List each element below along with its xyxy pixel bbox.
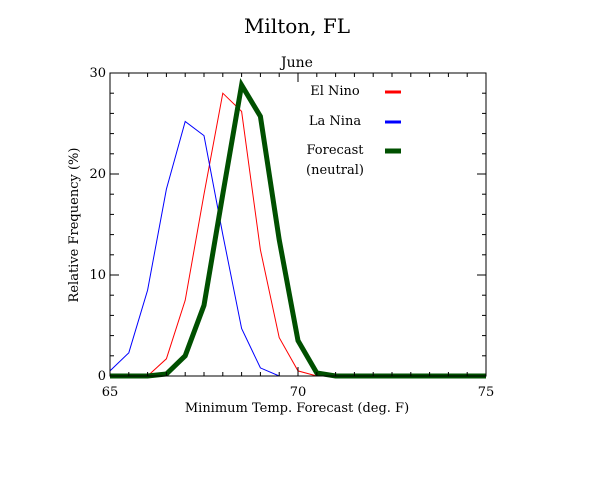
series-layer [109,78,486,379]
x-tick-label: 70 [290,385,307,400]
y-tick-label: 20 [89,167,106,182]
y-tick-label: 10 [89,268,106,283]
chart-subtitle: June [279,55,313,71]
legend: El Nino La Nina Forecast (neutral) [306,84,401,178]
y-axis-label: Relative Frequency (%) [67,148,82,303]
chart-title: Milton, FL [244,14,350,38]
x-tick-label: 65 [102,385,119,400]
y-tick-label: 30 [89,66,106,81]
legend-label-forecast: Forecast [307,143,365,158]
y-tick-label: 0 [98,369,106,384]
series-line-forecast [110,78,486,379]
legend-sublabel-forecast: (neutral) [306,163,364,178]
axes-layer: 65 70 75 0 10 20 30 [89,66,494,400]
legend-label-el-nino: El Nino [310,84,360,99]
x-axis-label: Minimum Temp. Forecast (deg. F) [185,401,409,416]
x-tick-label: 75 [478,385,495,400]
legend-label-la-nina: La Nina [309,114,361,129]
